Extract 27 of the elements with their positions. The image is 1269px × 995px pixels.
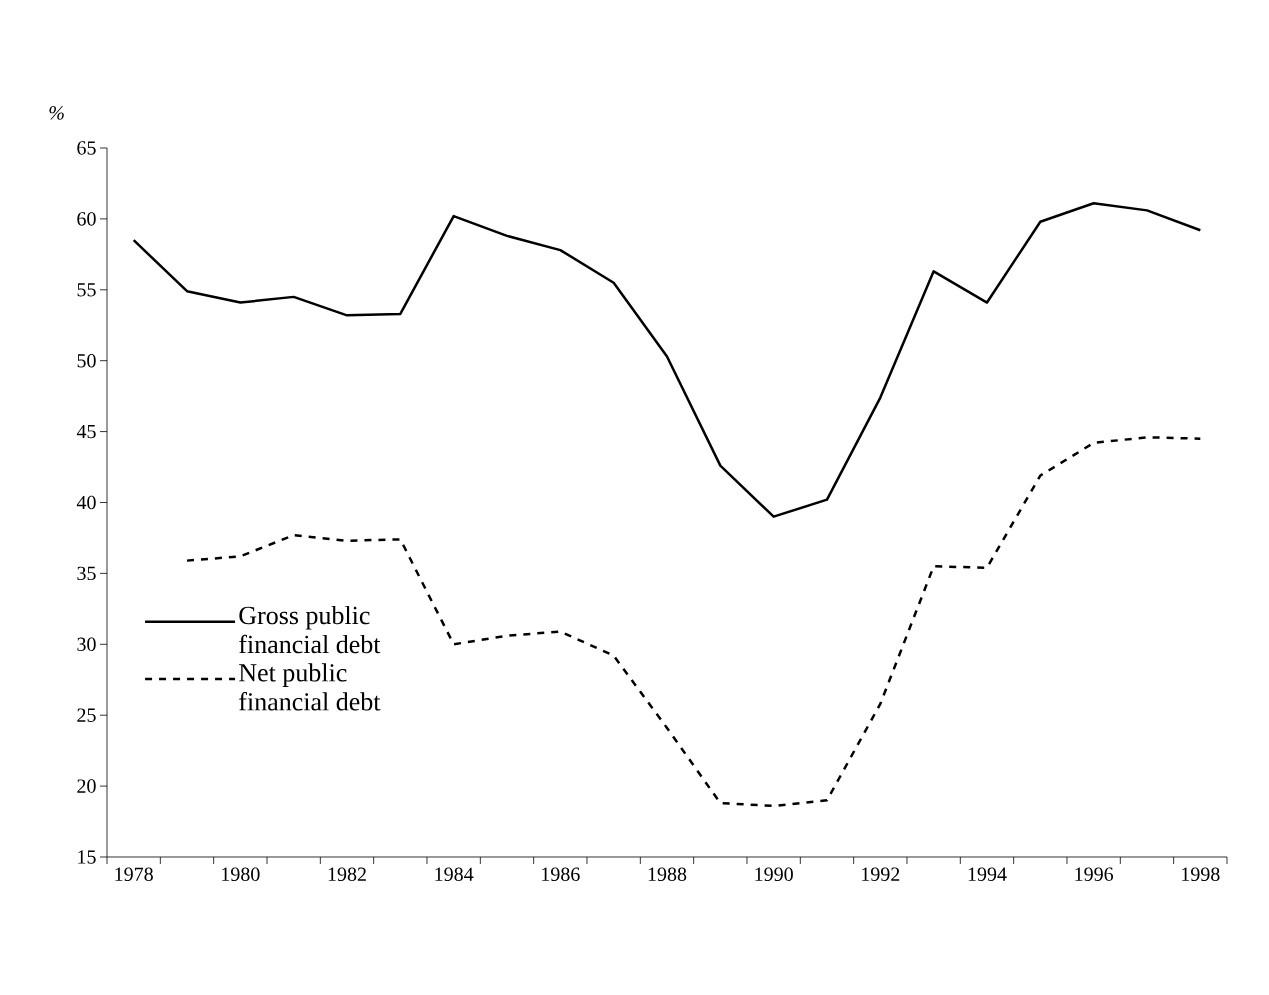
y-tick-label: 20: [77, 779, 96, 793]
x-tick-label: 1992: [862, 867, 900, 881]
x-tick-label: 1994: [968, 867, 1007, 881]
legend-label: Net public financial debt: [239, 663, 381, 711]
y-axis-title: %: [49, 106, 64, 120]
y-tick-label: 65: [77, 141, 96, 155]
y-tick-label: 35: [77, 566, 96, 581]
line-series: [132, 202, 1202, 518]
x-tick-label: 1978: [115, 867, 153, 882]
x-tick-label: 1990: [755, 867, 793, 882]
y-tick-label: 15: [78, 850, 96, 864]
y-tick-label: 60: [77, 212, 96, 226]
x-tick-label: 1980: [222, 867, 260, 882]
legend-label: Gross public financial debt: [239, 605, 381, 654]
y-tick-label: 30: [77, 637, 96, 652]
y-tick-label: 40: [76, 495, 96, 510]
x-tick-label: 1986: [542, 867, 580, 882]
line-series: [185, 436, 1202, 808]
x-tick-label: 1988: [648, 867, 687, 882]
y-tick-label: 25: [77, 708, 96, 722]
y-tick-label: 50: [77, 353, 96, 368]
x-tick-label: 1984: [435, 867, 474, 882]
x-tick-label: 1982: [328, 867, 366, 882]
x-tick-label: 1996: [1075, 867, 1114, 881]
x-tick-label: 1998: [1182, 867, 1220, 882]
y-tick-label: 45: [76, 424, 96, 439]
y-tick-label: 55: [77, 283, 96, 297]
